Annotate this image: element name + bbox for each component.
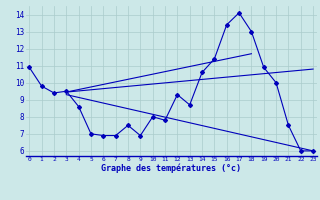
X-axis label: Graphe des températures (°c): Graphe des températures (°c) (101, 164, 241, 173)
